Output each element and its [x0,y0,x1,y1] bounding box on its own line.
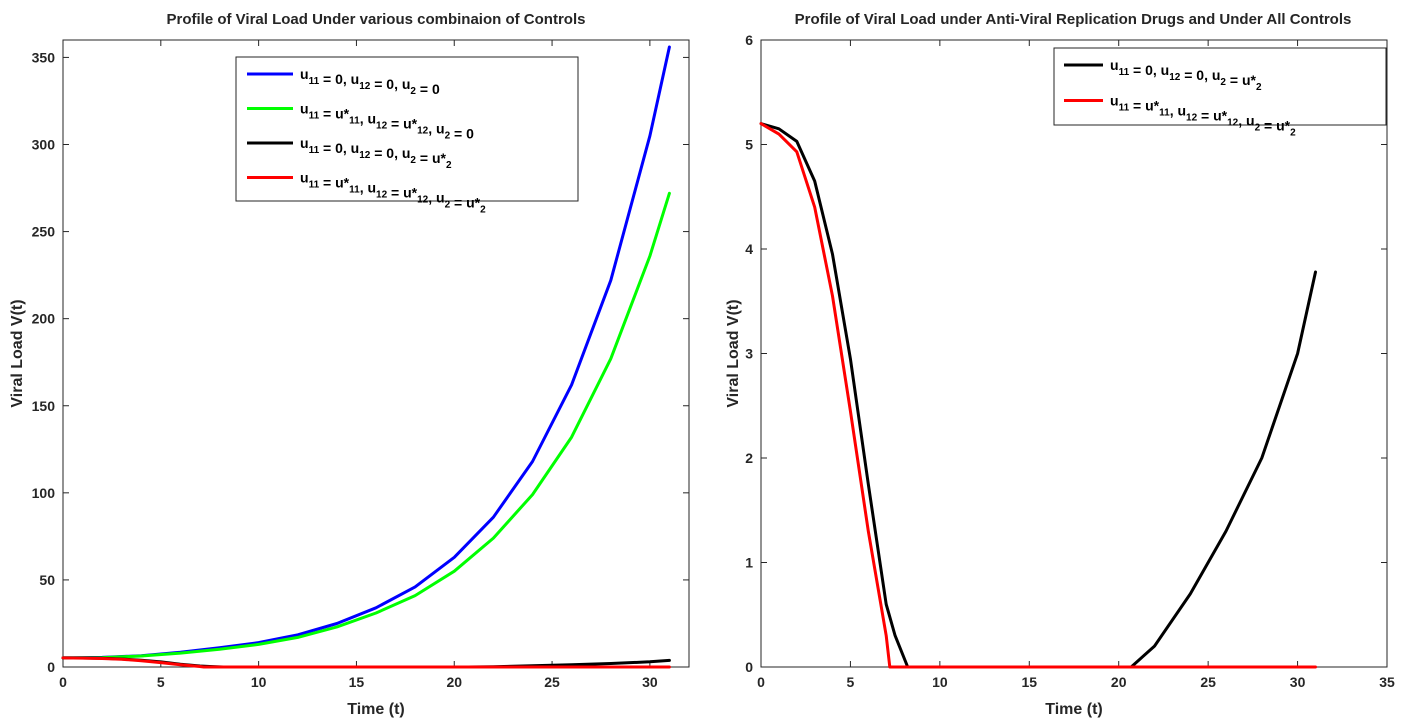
legend-entry: u11 = u*11, u12 = u*12, u2 = u*2 [300,170,486,216]
x-tick-label: 10 [251,674,267,690]
x-tick-label: 20 [1111,674,1127,690]
y-tick-label: 6 [745,32,753,48]
chart-title: Profile of Viral Load Under various comb… [167,11,586,28]
x-tick-label: 30 [1290,674,1306,690]
y-tick-label: 200 [32,311,56,327]
chart-title: Profile of Viral Load under Anti-Viral R… [795,11,1352,28]
y-tick-label: 250 [32,224,56,240]
y-tick-label: 5 [745,137,753,153]
x-tick-label: 5 [847,674,855,690]
y-tick-label: 150 [32,398,56,414]
x-tick-label: 10 [932,674,948,690]
y-tick-label: 0 [47,659,55,675]
x-tick-label: 35 [1379,674,1395,690]
x-tick-label: 30 [642,674,658,690]
series-line-1 [759,122,1317,669]
legend-entry: u11 = 0, u12 = 0, u2 = u*2 [1110,57,1262,93]
legend-entry: u11 = u*11, u12 = u*12, u2 = 0 [300,101,474,142]
x-tick-label: 15 [1021,674,1037,690]
series-line-4 [61,656,671,669]
chart-2: Profile of Viral Load under Anti-Viral R… [725,11,1395,718]
y-tick-label: 2 [745,450,753,466]
y-tick-label: 50 [39,572,55,588]
y-tick-label: 1 [745,555,753,571]
series-line-2 [759,122,1317,669]
y-tick-label: 4 [745,241,753,257]
x-tick-label: 25 [1200,674,1216,690]
y-axis-label: Viral Load V(t) [9,299,26,407]
legend-entry: u11 = 0, u12 = 0, u2 = 0 [300,66,440,97]
x-tick-label: 0 [757,674,765,690]
y-tick-label: 0 [745,659,753,675]
x-tick-label: 15 [349,674,365,690]
legend-entry: u11 = 0, u12 = 0, u2 = u*2 [300,135,452,171]
y-tick-label: 300 [32,137,56,153]
x-axis-label: Time (t) [1045,701,1102,718]
legend-entry: u11 = u*11, u12 = u*12, u2 = u*2 [1110,93,1296,139]
legend-box [1053,47,1387,126]
x-tick-label: 5 [157,674,165,690]
x-tick-label: 20 [446,674,462,690]
series-line-2 [61,191,671,660]
x-axis-label: Time (t) [347,701,404,718]
x-tick-label: 25 [544,674,560,690]
x-tick-label: 0 [59,674,67,690]
y-tick-label: 3 [745,346,753,362]
chart-1: Profile of Viral Load Under various comb… [9,11,690,718]
y-tick-label: 100 [32,485,56,501]
y-tick-label: 350 [32,49,56,65]
y-axis-label: Viral Load V(t) [725,299,742,407]
